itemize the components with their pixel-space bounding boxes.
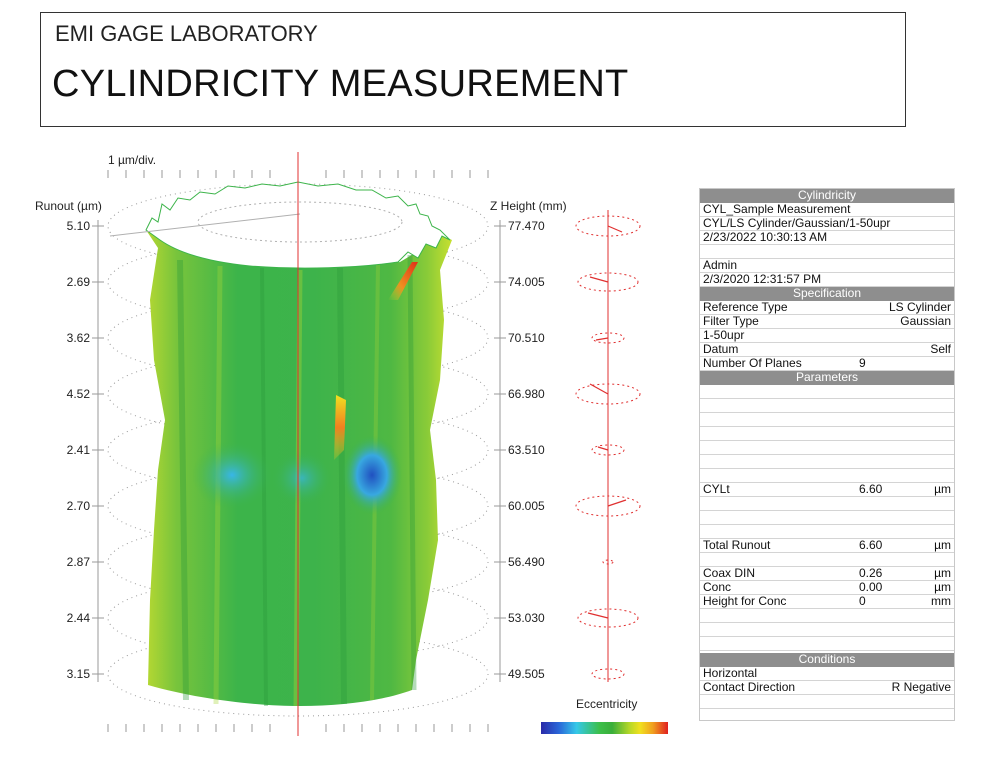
param-row — [700, 413, 954, 427]
info-row: 2/23/2022 10:30:13 AM — [700, 231, 954, 245]
z-height-value: 70.510 — [508, 331, 545, 345]
info-row: CYL/LS Cylinder/Gaussian/1-50upr — [700, 217, 954, 231]
info-row — [700, 245, 954, 259]
lab-name: EMI GAGE LABORATORY — [55, 21, 318, 46]
page-title: CYLINDRICITY MEASUREMENT — [52, 63, 629, 105]
param-row-cylt: CYLt 6.60 µm — [700, 483, 954, 497]
high-deviation-spot — [334, 395, 346, 460]
section-header-parameters: Parameters — [700, 371, 954, 385]
zheight-axis-label: Z Height (mm) — [490, 199, 567, 213]
runout-value: 2.70 — [66, 499, 90, 513]
info-row: CYL_Sample Measurement — [700, 203, 954, 217]
z-height-value: 63.510 — [508, 443, 545, 457]
eccentricity-plots — [575, 210, 641, 682]
scale-label: 1 µm/div. — [108, 153, 157, 167]
z-height-value: 60.005 — [508, 499, 545, 513]
z-height-value: 77.470 — [508, 219, 545, 233]
section-header-specification: Specification — [700, 287, 954, 301]
condition-row — [700, 695, 954, 709]
spec-row: Number Of Planes 9 — [700, 357, 954, 371]
runout-value: 2.87 — [66, 555, 90, 569]
runout-value: 4.52 — [66, 387, 90, 401]
high-deviation-top — [388, 262, 418, 300]
param-row — [700, 455, 954, 469]
param-row — [700, 623, 954, 637]
results-panel: Cylindricity CYL_Sample Measurement CYL/… — [699, 188, 955, 721]
runout-pointer — [109, 213, 301, 237]
spec-row: 1-50upr — [700, 329, 954, 343]
param-row — [700, 497, 954, 511]
z-height-value: 66.980 — [508, 387, 545, 401]
z-height-value: 49.505 — [508, 667, 545, 681]
param-row — [700, 385, 954, 399]
info-row: Admin — [700, 259, 954, 273]
spec-row: Datum Self — [700, 343, 954, 357]
param-row — [700, 553, 954, 567]
tick-scales — [107, 170, 489, 732]
param-row — [700, 441, 954, 455]
runout-value: 3.15 — [66, 667, 90, 681]
z-height-value: 74.005 — [508, 275, 545, 289]
param-row-height-for-conc: Height for Conc 0 mm — [700, 595, 954, 609]
z-height-value: 56.490 — [508, 555, 545, 569]
low-deviation-center — [272, 450, 332, 506]
low-deviation-left — [192, 441, 272, 509]
eccentricity-color-scale — [541, 722, 668, 734]
param-row — [700, 609, 954, 623]
runout-value: 5.10 — [66, 219, 90, 233]
section-header-conditions: Conditions — [700, 653, 954, 667]
param-row — [700, 511, 954, 525]
top-ellipse — [197, 201, 403, 243]
param-row-coax-din: Coax DIN 0.26 µm — [700, 567, 954, 581]
param-row — [700, 427, 954, 441]
eccentricity-label: Eccentricity — [576, 697, 638, 711]
info-row: 2/3/2020 12:31:57 PM — [700, 273, 954, 287]
eccentricity-vectors — [587, 225, 627, 619]
param-row-conc: Conc 0.00 µm — [700, 581, 954, 595]
runout-value: 2.44 — [66, 611, 90, 625]
axis-lines — [92, 220, 506, 682]
section-header-cylindricity: Cylindricity — [700, 189, 954, 203]
spec-row: Filter Type Gaussian — [700, 315, 954, 329]
spec-row: Reference Type LS Cylinder — [700, 301, 954, 315]
param-row — [700, 525, 954, 539]
low-deviation-right — [342, 435, 402, 515]
runout-axis-label: Runout (µm) — [35, 199, 102, 213]
condition-row: Horizontal — [700, 667, 954, 681]
param-row-total-runout: Total Runout 6.60 µm — [700, 539, 954, 553]
runout-value: 2.41 — [66, 443, 90, 457]
param-row — [700, 469, 954, 483]
param-row — [700, 399, 954, 413]
runout-value: 3.62 — [66, 331, 90, 345]
condition-row: Contact Direction R Negative — [700, 681, 954, 695]
runout-value: 2.69 — [66, 275, 90, 289]
guide-ellipses — [107, 183, 489, 717]
report-header: EMI GAGE LABORATORY CYLINDRICITY MEASURE… — [40, 12, 906, 127]
z-height-value: 53.030 — [508, 611, 545, 625]
param-row — [700, 637, 954, 651]
